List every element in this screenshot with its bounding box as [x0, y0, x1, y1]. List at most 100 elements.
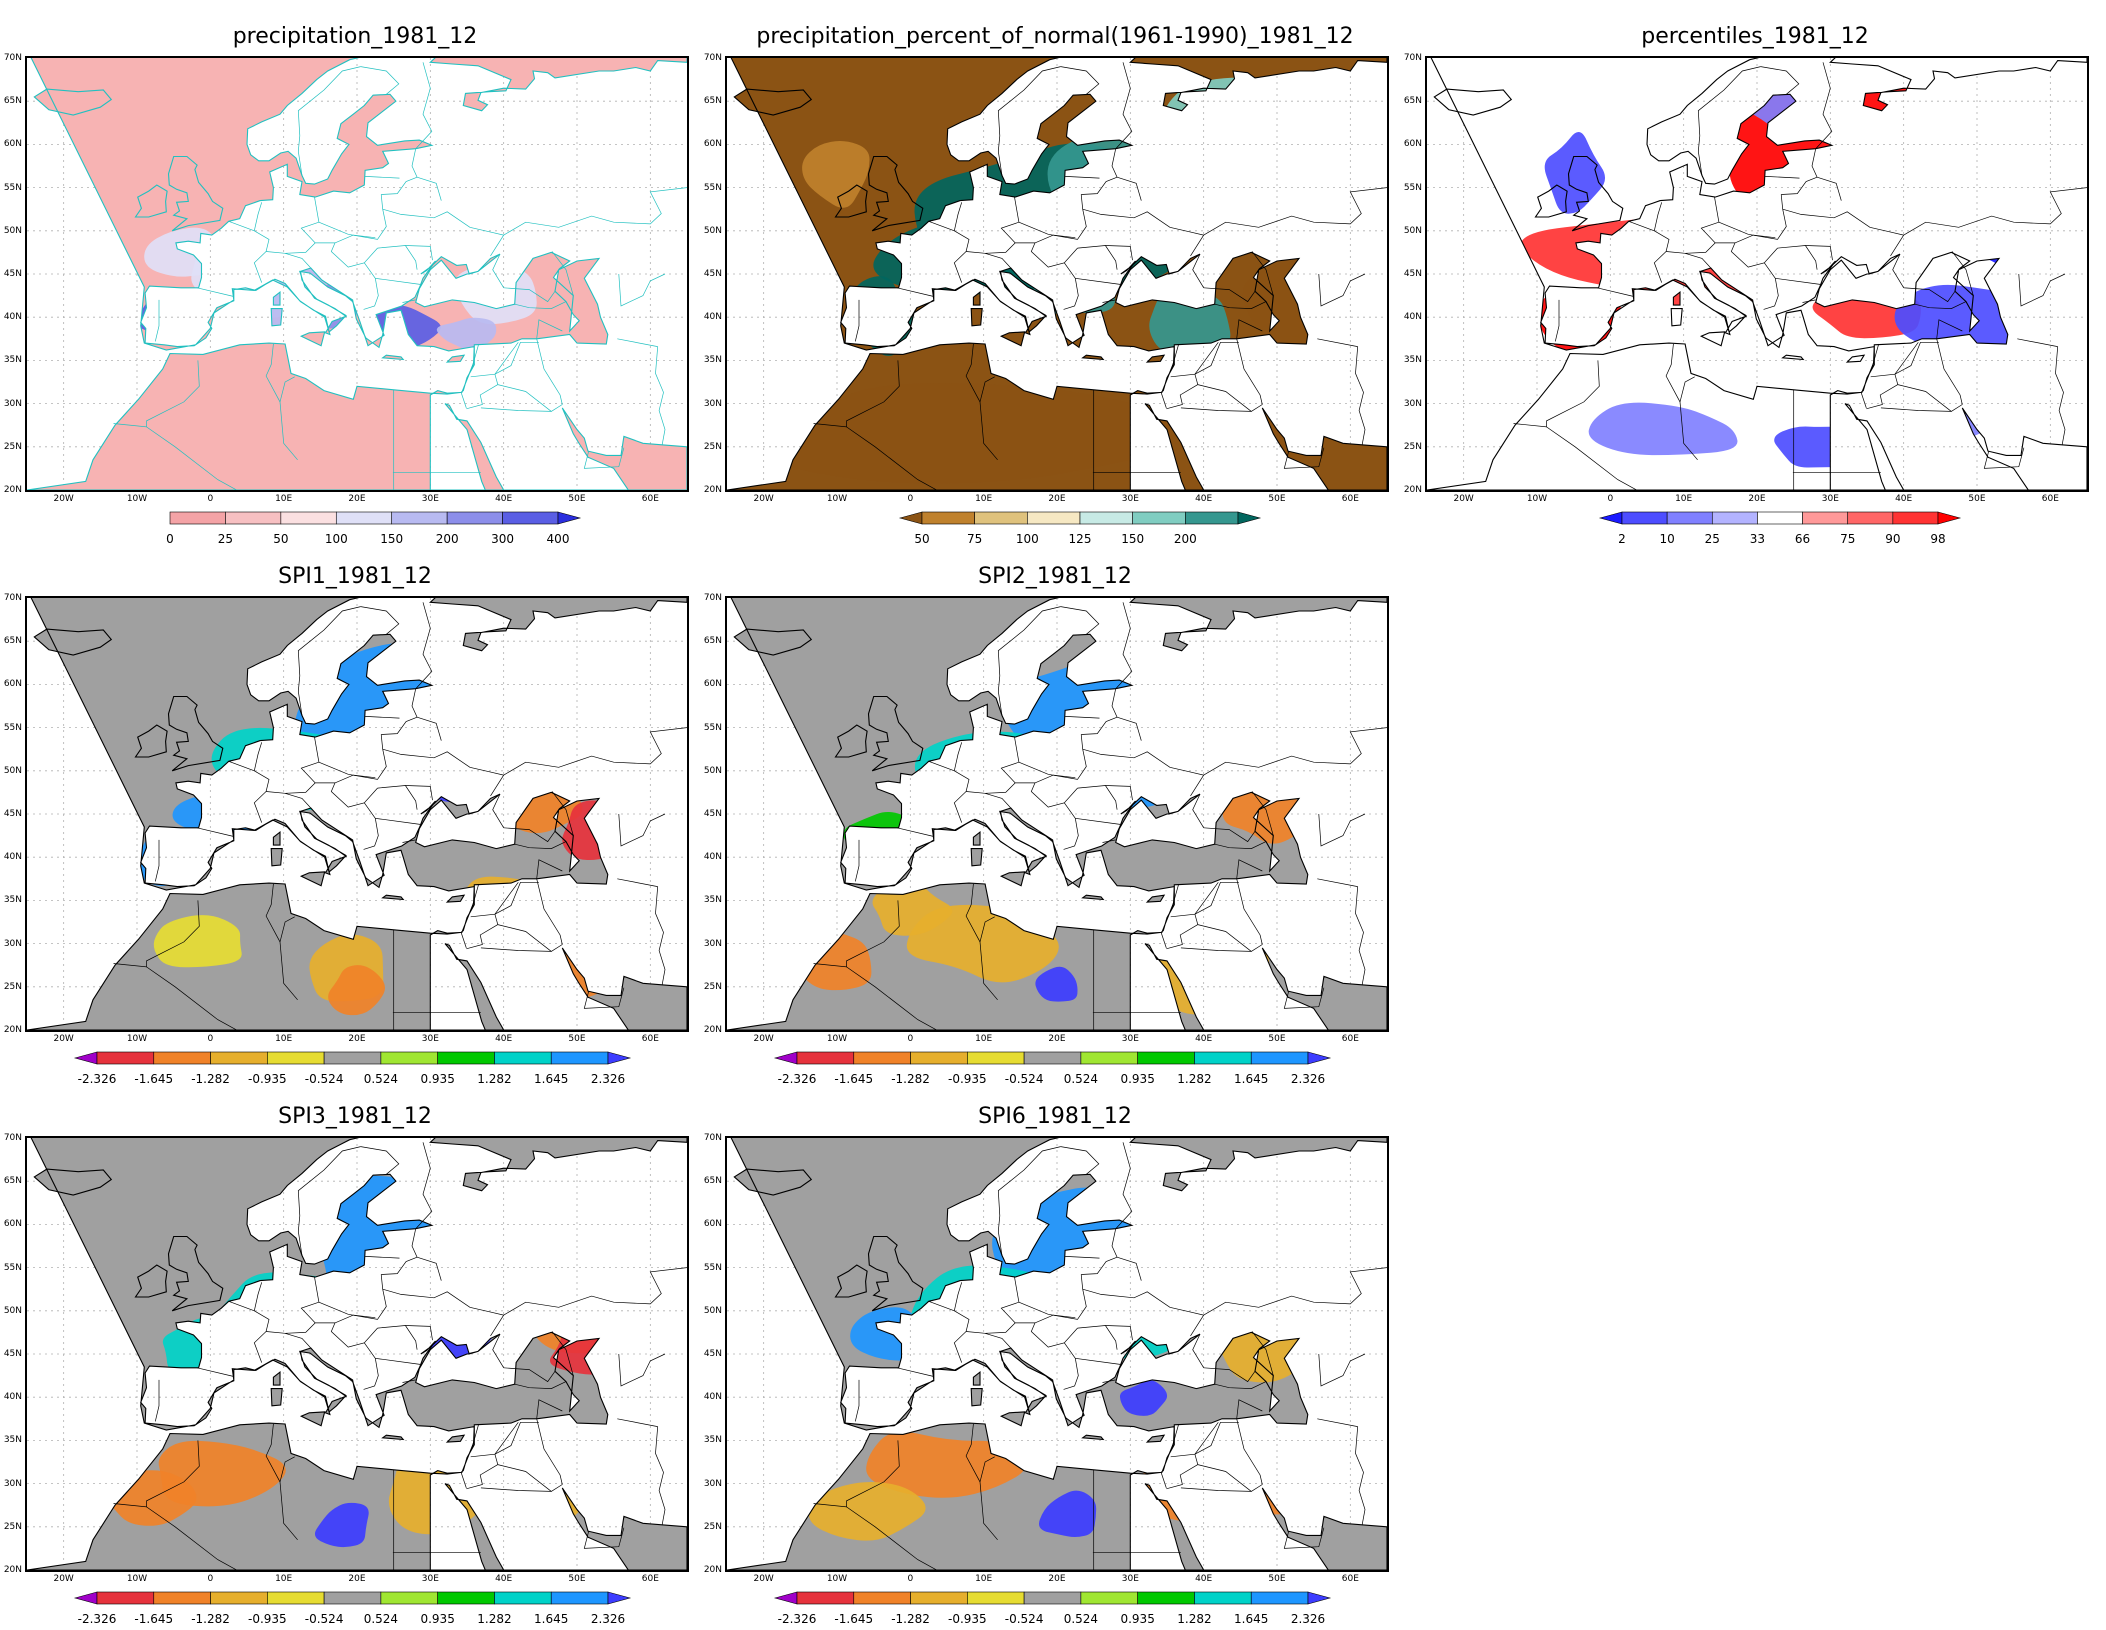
country-border	[1194, 342, 1221, 375]
coastline	[733, 628, 813, 656]
colorbar-label: 1.282	[477, 1072, 512, 1086]
country-border	[1203, 187, 1387, 236]
colorbar-label: -1.282	[191, 1072, 230, 1086]
country-border	[1063, 1358, 1079, 1390]
country-border	[1082, 1288, 1205, 1337]
lat-tick-label: 25N	[3, 441, 22, 452]
country-border	[1936, 338, 1963, 405]
country-border	[965, 343, 998, 461]
colorbar-swatch	[210, 1051, 268, 1065]
colorbar-label: 1.645	[1234, 1612, 1269, 1626]
lon-tick-label: 20E	[348, 494, 366, 504]
country-border	[1077, 785, 1118, 810]
country-border	[466, 1454, 499, 1490]
country-border	[854, 839, 860, 882]
country-border	[315, 1314, 376, 1324]
country-border	[363, 818, 379, 850]
country-border	[228, 1300, 270, 1363]
colorbar-label: 125	[1068, 532, 1092, 546]
country-border	[360, 606, 400, 635]
lon-tick-label: 0	[207, 494, 214, 504]
map-svg	[727, 1138, 1387, 1570]
country-border	[360, 66, 400, 95]
country-border	[1105, 1325, 1133, 1341]
lat-tick-label: 70N	[3, 53, 22, 63]
contour-region	[1520, 213, 1837, 312]
coastline	[1699, 331, 1726, 347]
country-border	[253, 202, 263, 231]
coastline	[167, 155, 224, 232]
lat-tick-label: 20N	[703, 1025, 722, 1035]
lat-tick-label: 45N	[1403, 269, 1422, 279]
country-border	[377, 785, 418, 810]
country-border	[377, 245, 418, 270]
lat-tick-label: 25N	[3, 1521, 22, 1532]
colorbar-arrow-left	[1598, 511, 1623, 525]
country-border	[228, 220, 270, 283]
lat-tick-label: 60N	[703, 679, 722, 690]
colorbar: -2.326 -1.645 -1.282 -0.935 -0.524 0.524 0.935…	[0, 1590, 710, 1630]
colorbar-swatch	[1079, 511, 1133, 525]
colorbar-arrow-right	[1307, 1051, 1332, 1065]
colorbar-label: 200	[1173, 532, 1197, 546]
lat-tick-label: 65N	[3, 96, 22, 107]
lon-tick-label: 50E	[568, 1034, 586, 1044]
country-border	[1936, 319, 1963, 339]
country-border	[1018, 1274, 1087, 1320]
coastline	[167, 1235, 224, 1312]
colorbar-swatch	[494, 1591, 552, 1605]
coastline	[299, 331, 326, 347]
lat-tick-label: 40N	[3, 1392, 22, 1403]
contour-region	[872, 883, 953, 936]
lon-tick-label: 40E	[495, 1034, 513, 1044]
lat-tick-label: 25N	[1403, 441, 1422, 452]
country-border	[265, 883, 298, 1001]
country-border	[1065, 716, 1100, 719]
country-border	[1951, 251, 1974, 296]
country-border	[1192, 793, 1204, 828]
country-border	[1554, 299, 1560, 342]
country-border	[494, 342, 521, 375]
country-border	[1597, 287, 1634, 297]
country-border	[1065, 1256, 1100, 1259]
panel-spi6: SPI6_1981_12 70N 65N 60N 55N 50N 45N 40N 35N 30N 2…	[700, 1100, 1410, 1626]
lon-tick-label: 20E	[1048, 1574, 1066, 1584]
colorbar-label: -1.645	[134, 1612, 174, 1626]
country-border	[618, 1353, 666, 1387]
lat-tick-label: 20N	[1403, 485, 1422, 495]
country-border	[846, 426, 938, 490]
colorbar-swatch	[1080, 1051, 1138, 1065]
country-border	[979, 376, 995, 402]
coastline	[381, 894, 405, 901]
country-border	[1065, 176, 1100, 179]
lat-tick-label: 60N	[3, 139, 22, 150]
country-border	[536, 859, 563, 879]
contour-region	[992, 1187, 1169, 1306]
country-border	[965, 883, 998, 1001]
panel-spi1: SPI1_1981_12 70N 65N 60N 55N 50N 45N 40N 35N 30N 2…	[0, 560, 710, 1090]
lon-tick-label: 40E	[1195, 1034, 1213, 1044]
lon-tick-label: 50E	[1268, 1574, 1286, 1584]
country-border	[1914, 301, 1967, 309]
colorbar-arrow-left	[773, 1591, 798, 1605]
lat-tick-label: 55N	[3, 1262, 22, 1273]
country-border	[492, 793, 504, 828]
contour-region	[769, 383, 1204, 484]
country-border	[1816, 176, 1842, 201]
coastline	[270, 848, 283, 867]
lon-tick-label: 0	[207, 1574, 214, 1584]
colorbar-label: 0.524	[363, 1612, 399, 1626]
country-border	[1015, 234, 1076, 244]
colorbar-swatch	[1892, 511, 1939, 525]
country-border	[1081, 148, 1118, 195]
colorbar-label: 300	[491, 532, 515, 546]
lat-tick-label: 30N	[1403, 398, 1422, 409]
contour-region	[1155, 172, 1297, 252]
panel-title: SPI2_1981_12	[978, 564, 1132, 589]
coastline	[272, 290, 281, 306]
country-border	[1166, 1454, 1199, 1490]
colorbar-swatch	[446, 511, 503, 525]
contour-region	[1072, 1276, 1181, 1359]
country-border	[1060, 606, 1100, 635]
country-border	[1236, 319, 1263, 339]
